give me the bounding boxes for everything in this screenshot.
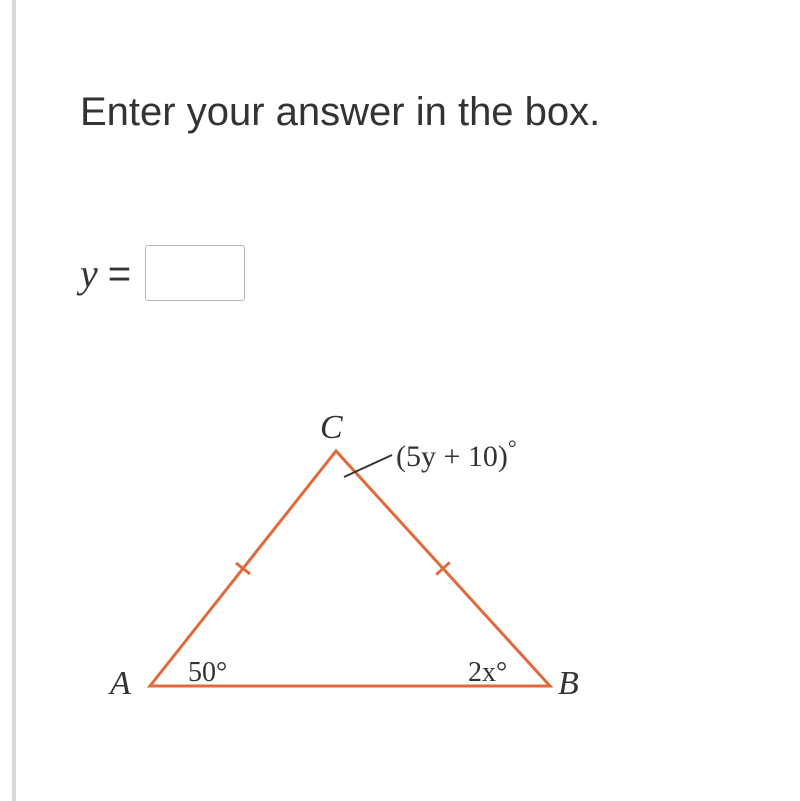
angle-b-coeff: 2 [468, 657, 482, 688]
content: Enter your answer in the box. y = C A B … [80, 90, 740, 741]
answer-equals: = [108, 252, 131, 296]
vertex-b-label: B [558, 665, 579, 703]
left-rule [12, 0, 16, 801]
angle-c-deg: ° [508, 435, 517, 460]
answer-label: y = [80, 250, 131, 297]
angle-b-deg: ° [496, 657, 507, 688]
angle-c-var: y [421, 440, 436, 473]
angle-c-prefix: (5 [396, 440, 421, 473]
vertex-a-label: A [110, 665, 131, 703]
angle-a-label: 50° [188, 657, 227, 689]
answer-variable: y [80, 251, 98, 296]
vertex-c-label: C [320, 409, 343, 447]
angle-c-label: (5y + 10)° [396, 435, 517, 474]
answer-row: y = [80, 245, 740, 301]
angle-b-var: x [482, 657, 496, 688]
angle-c-mid: + 10) [436, 440, 508, 473]
triangle-diagram: C A B 50° 2x° (5y + 10)° [120, 421, 640, 741]
answer-input[interactable] [145, 245, 245, 301]
angle-b-label: 2x° [468, 657, 507, 689]
instruction-text: Enter your answer in the box. [80, 90, 740, 135]
